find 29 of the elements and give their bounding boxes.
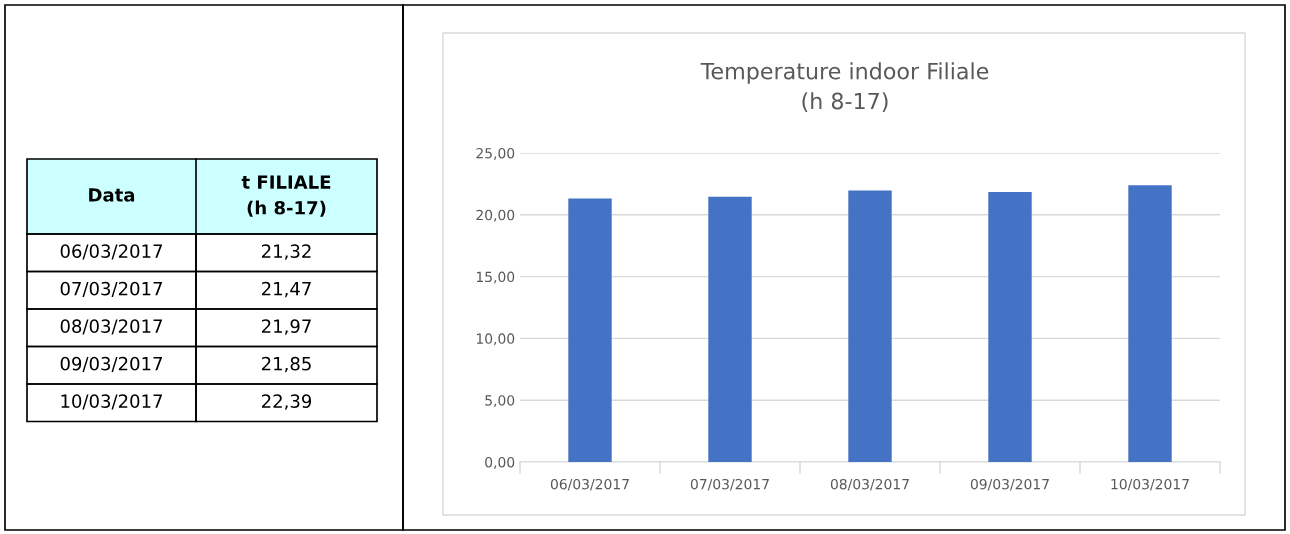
data-label: 21,85 xyxy=(261,356,311,373)
category-label: 09/03/2017 xyxy=(60,356,162,372)
data-label: 21,47 xyxy=(261,281,311,298)
bar xyxy=(708,196,752,462)
y-tick-label: 10,00 xyxy=(476,333,515,346)
y-tick-label: 25,00 xyxy=(476,147,515,160)
x-tick-label: 08/03/2017 xyxy=(830,478,909,491)
data-label: 22,39 xyxy=(261,394,312,410)
y-tick-label: 15,00 xyxy=(476,271,515,284)
x-tick-label: 10/03/2017 xyxy=(1111,478,1189,491)
y-tick-label: 0,00 xyxy=(485,456,515,469)
text: t FILIALE (h 8-17) xyxy=(241,175,331,217)
text: Data xyxy=(89,188,135,202)
data-label: 21,97 xyxy=(261,319,311,335)
bar xyxy=(568,198,612,462)
x-tick-label: 07/03/2017 xyxy=(690,478,769,491)
category-label: 07/03/2017 xyxy=(60,281,162,297)
category-label: 10/03/2017 xyxy=(61,394,162,410)
x-tick-label: 06/03/2017 xyxy=(550,478,629,491)
y-tick-label: 5,00 xyxy=(485,395,515,408)
bar xyxy=(988,191,1032,462)
category-label: 06/03/2017 xyxy=(60,244,162,260)
category-label: 08/03/2017 xyxy=(60,319,162,335)
chart-title: Temperature indoor Filiale (h 8-17) xyxy=(700,62,989,113)
y-tick-label: 20,00 xyxy=(476,209,515,222)
data-label: 21,32 xyxy=(261,244,311,260)
x-tick-label: 09/03/2017 xyxy=(970,478,1049,491)
bar xyxy=(1128,185,1172,462)
bar xyxy=(848,190,892,462)
